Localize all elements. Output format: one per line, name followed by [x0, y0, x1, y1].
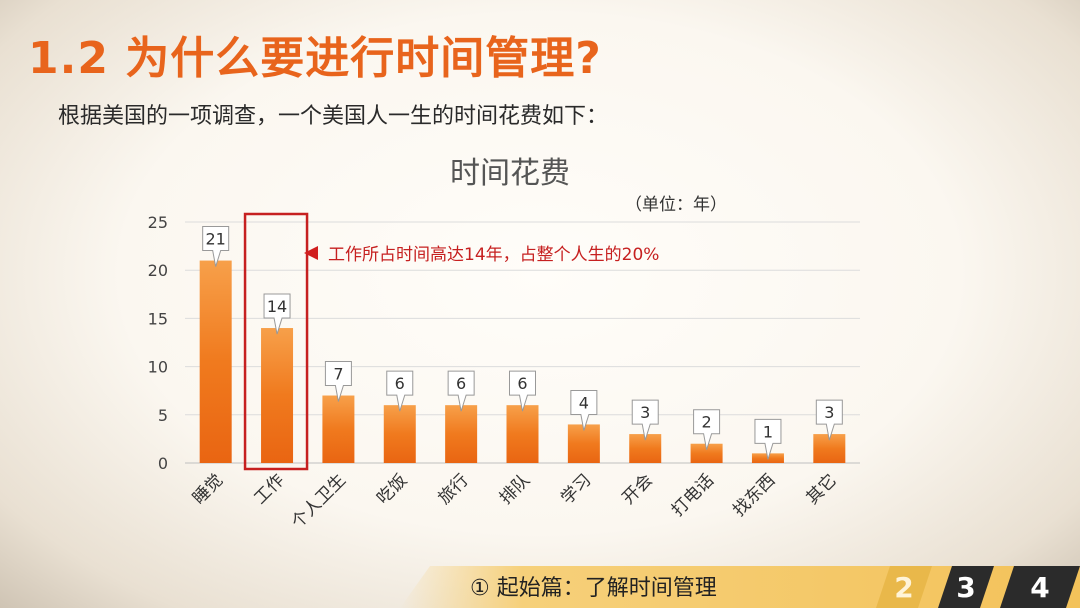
data-label: 1 — [754, 418, 782, 460]
x-tick-label: 个人卫生 — [288, 470, 350, 532]
data-label: 14 — [263, 293, 291, 335]
x-tick-label: 吃饭 — [373, 470, 411, 508]
bar — [445, 405, 478, 463]
data-label: 3 — [815, 399, 843, 441]
data-label: 6 — [509, 370, 536, 412]
page-subtitle: 根据美国的一项调查，一个美国人一生的时间花费如下： — [58, 104, 609, 129]
bar-chart: 时间花费 （单位：年） 0510152025 211476 6 643213 睡觉工… — [148, 156, 860, 533]
highlight-box — [243, 212, 309, 471]
y-tick-label: 20 — [148, 261, 168, 280]
data-label: 21 — [202, 226, 230, 267]
chart-title: 时间花费 — [450, 156, 570, 191]
x-tick-label: 旅行 — [434, 470, 472, 508]
data-label-text: 6 — [395, 374, 405, 393]
annotation-arrow-icon — [304, 246, 318, 260]
y-tick-label: 10 — [148, 358, 168, 377]
x-tick-label: 打电话 — [668, 470, 718, 520]
y-tick-label: 5 — [158, 406, 168, 425]
chart-unit-note: （单位：年） — [625, 195, 727, 215]
bar — [383, 405, 416, 463]
data-label-text: 14 — [267, 297, 287, 316]
data-label-text: 1 — [763, 422, 773, 441]
data-label-text: 21 — [206, 230, 226, 249]
page-nav-4[interactable]: 4 — [1000, 566, 1080, 608]
x-tick-label: 开会 — [619, 470, 657, 508]
x-tick-label: 学习 — [557, 470, 595, 508]
bar — [506, 405, 539, 463]
data-label: 6 — [386, 370, 414, 412]
data-label: 2 — [693, 409, 721, 450]
bar — [322, 395, 355, 463]
bar — [690, 443, 723, 463]
footer-section-label: ① 起始篇：了解时间管理 — [470, 576, 717, 601]
data-label: 7 — [324, 361, 352, 402]
annotation-years: 14 — [464, 245, 486, 265]
y-tick-label: 15 — [148, 309, 168, 328]
annotation-percent: 20% — [622, 245, 660, 265]
data-label: 6 — [447, 370, 475, 412]
bar — [567, 424, 600, 463]
data-label: 4 — [570, 389, 598, 431]
data-label-text: 6 — [517, 374, 527, 393]
x-tick-label: 排队 — [496, 470, 534, 508]
data-label-text: 6 — [456, 374, 466, 393]
page-title: 1.2 为什么要进行时间管理? — [28, 33, 602, 84]
chart-annotation: 工作所占时间高达14年，占整个人生的20% — [328, 245, 659, 265]
y-tick-label: 0 — [158, 454, 168, 473]
x-tick-label: 睡觉 — [189, 470, 227, 508]
data-label: 3 — [631, 399, 659, 441]
data-label-text: 3 — [824, 403, 834, 422]
x-tick-label: 找东西 — [729, 470, 779, 520]
data-label-text: 3 — [640, 403, 650, 422]
data-label-text: 2 — [701, 413, 711, 432]
bar — [199, 260, 232, 463]
data-label-text: 4 — [579, 393, 589, 412]
bar — [261, 328, 294, 463]
y-tick-label: 25 — [148, 213, 168, 232]
x-tick-label: 其它 — [803, 470, 841, 508]
data-label-text: 7 — [333, 365, 343, 384]
x-tick-label: 工作 — [250, 470, 288, 508]
annotation-part-2: 年，占整个人生的 — [486, 245, 622, 265]
annotation-part-1: 工作所占时间高达 — [328, 245, 464, 265]
